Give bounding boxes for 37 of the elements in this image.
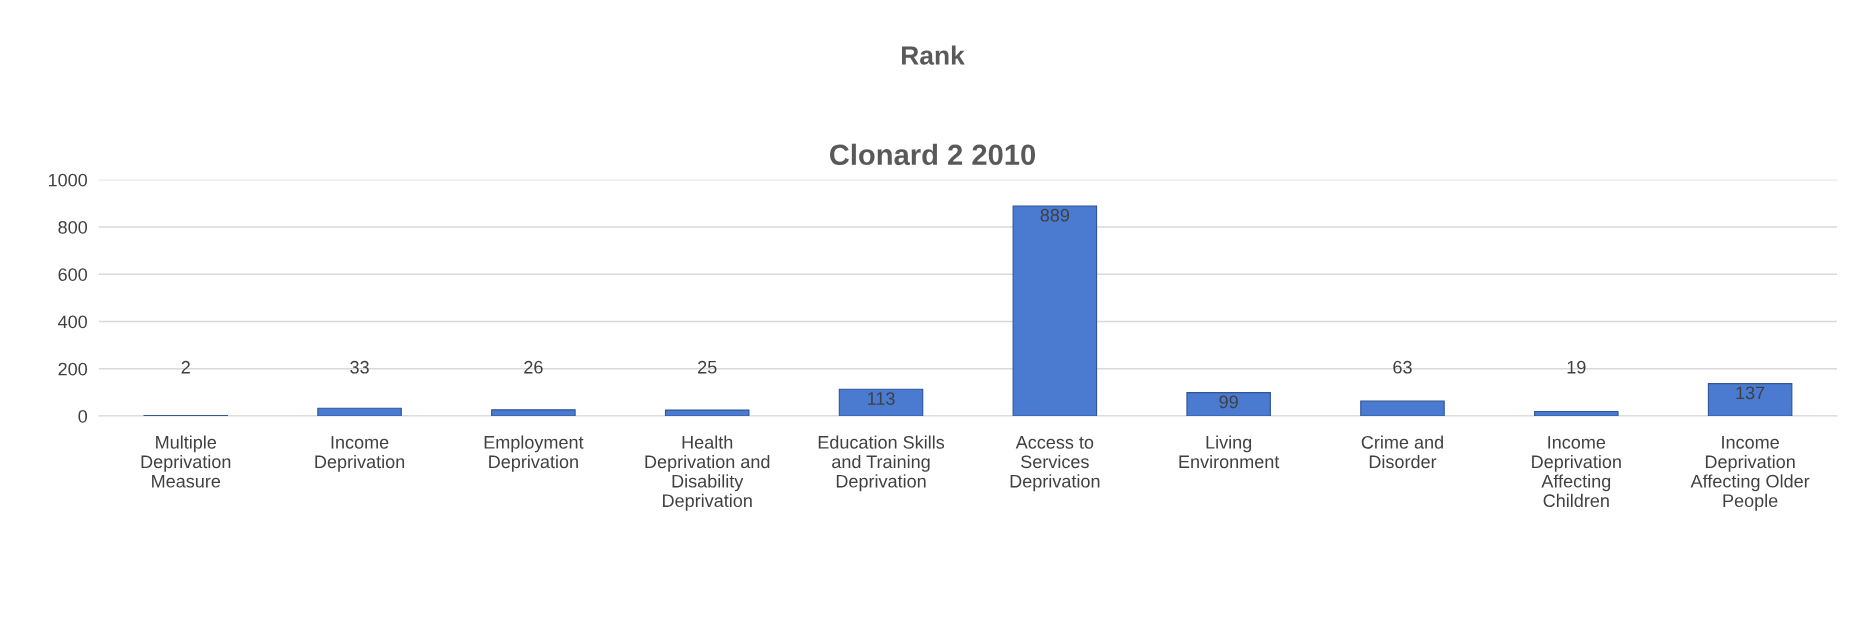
bar [491, 409, 576, 417]
data-label: 25 [698, 360, 717, 374]
x-tick-label: Income Deprivation [315, 436, 405, 472]
bar [1534, 410, 1619, 417]
chart-subtitle: Clonard 2 2010 [829, 143, 1036, 166]
data-label: 2 [181, 360, 190, 374]
x-tick-label: Employment Deprivation [484, 435, 584, 472]
data-label: 33 [350, 360, 369, 374]
chart-title: Rank [902, 45, 965, 65]
y-tick-label: 200 [58, 362, 88, 376]
y-tick-label: 600 [58, 268, 88, 281]
x-tick-label: Living Environment [1179, 435, 1280, 469]
x-tick-label: Crime and Disorder [1361, 435, 1443, 469]
data-label: 26 [524, 360, 543, 374]
x-tick-label: Access to Services Deprivation [1010, 436, 1100, 492]
data-label: 19 [1567, 360, 1586, 374]
data-label: 63 [1393, 360, 1412, 374]
x-tick-label: Income Deprivation Affecting Older People [1690, 436, 1810, 511]
x-tick-label: Income Deprivation Affecting Children [1532, 436, 1621, 508]
y-tick-label: 400 [58, 315, 88, 329]
bar [317, 407, 402, 417]
data-label: 99 [1219, 395, 1238, 409]
bar [838, 388, 924, 417]
y-tick-label: 0 [78, 409, 88, 423]
data-label: 113 [868, 392, 895, 405]
x-tick-label: Multiple Deprivation Measure [141, 435, 231, 488]
data-label: 889 [1040, 208, 1070, 222]
x-tick-label: Education Skills and Training Deprivation [818, 435, 945, 492]
x-tick-label: Health Deprivation and Disability Deprivation [645, 435, 770, 511]
bar [1186, 392, 1271, 417]
bar [1360, 400, 1445, 417]
data-label: 137 [1736, 386, 1765, 400]
bar [664, 409, 750, 417]
bar [1012, 205, 1098, 417]
y-tick-label: 1000 [48, 173, 88, 187]
bar [1707, 383, 1793, 417]
y-tick-label: 800 [58, 220, 88, 234]
